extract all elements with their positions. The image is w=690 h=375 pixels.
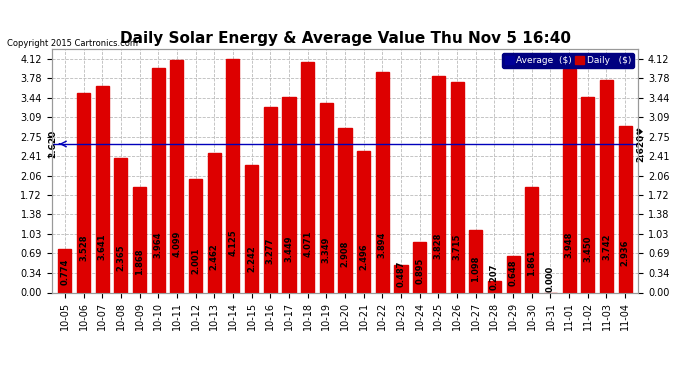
Bar <box>395 265 408 292</box>
Bar <box>619 126 632 292</box>
Text: Copyright 2015 Cartronics.com: Copyright 2015 Cartronics.com <box>7 39 138 48</box>
Text: 2.496: 2.496 <box>359 243 368 270</box>
Text: 2.462: 2.462 <box>210 244 219 270</box>
Bar <box>600 80 613 292</box>
Bar <box>525 187 538 292</box>
Bar <box>357 151 371 292</box>
Text: 3.349: 3.349 <box>322 237 331 263</box>
Text: 2.908: 2.908 <box>340 240 350 267</box>
Bar <box>506 256 520 292</box>
Text: 1.868: 1.868 <box>135 249 144 276</box>
Text: 3.277: 3.277 <box>266 237 275 264</box>
Bar <box>115 158 128 292</box>
Text: 2.365: 2.365 <box>117 244 126 271</box>
Text: 3.641: 3.641 <box>98 234 107 260</box>
Bar <box>226 58 239 292</box>
Text: 2.620♥: 2.620♥ <box>636 126 645 162</box>
Bar <box>208 153 221 292</box>
Text: 4.071: 4.071 <box>303 230 312 257</box>
Bar <box>170 60 184 292</box>
Bar <box>469 230 482 292</box>
Text: 1.098: 1.098 <box>471 256 480 282</box>
Text: 2.242: 2.242 <box>247 246 256 272</box>
Text: 3.449: 3.449 <box>284 236 293 262</box>
Bar <box>245 165 258 292</box>
Bar <box>488 281 501 292</box>
Text: 2.001: 2.001 <box>191 248 200 274</box>
Bar <box>189 179 202 292</box>
Bar <box>77 93 90 292</box>
Text: 3.964: 3.964 <box>154 231 163 258</box>
Bar <box>58 249 71 292</box>
Text: 3.828: 3.828 <box>434 232 443 259</box>
Bar <box>562 69 575 292</box>
Title: Daily Solar Energy & Average Value Thu Nov 5 16:40: Daily Solar Energy & Average Value Thu N… <box>119 31 571 46</box>
Text: 4.125: 4.125 <box>228 230 237 256</box>
Legend: Average  ($), Daily   ($): Average ($), Daily ($) <box>502 53 633 68</box>
Text: 0.000: 0.000 <box>546 266 555 292</box>
Text: 0.774: 0.774 <box>60 258 69 285</box>
Text: 2.936: 2.936 <box>621 240 630 266</box>
Text: 3.528: 3.528 <box>79 235 88 261</box>
Text: 3.894: 3.894 <box>378 232 387 258</box>
Text: 3.948: 3.948 <box>564 231 573 258</box>
Text: 0.648: 0.648 <box>509 260 518 286</box>
Bar <box>432 75 445 292</box>
Text: 0.207: 0.207 <box>490 263 499 290</box>
Bar <box>376 72 389 292</box>
Text: 4.099: 4.099 <box>172 230 181 256</box>
Bar <box>581 97 594 292</box>
Text: 2.620: 2.620 <box>49 130 58 158</box>
Bar <box>264 107 277 292</box>
Text: 0.895: 0.895 <box>415 257 424 284</box>
Bar <box>301 62 314 292</box>
Bar <box>96 86 109 292</box>
Bar <box>152 68 165 292</box>
Bar <box>413 242 426 292</box>
Bar <box>282 97 295 292</box>
Bar <box>319 103 333 292</box>
Text: 3.742: 3.742 <box>602 233 611 260</box>
Bar <box>133 187 146 292</box>
Text: 0.487: 0.487 <box>397 261 406 287</box>
Text: 3.715: 3.715 <box>453 233 462 260</box>
Text: 3.450: 3.450 <box>583 236 592 262</box>
Bar <box>339 128 351 292</box>
Text: 1.861: 1.861 <box>527 249 536 276</box>
Bar <box>451 82 464 292</box>
